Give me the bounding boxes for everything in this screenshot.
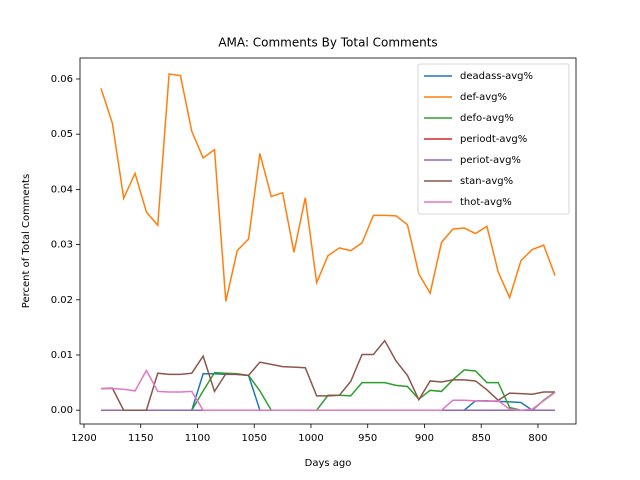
legend-label: thot-avg% [460,197,512,208]
x-tick-label: 1100 [185,433,210,444]
legend-label: periot-avg% [460,155,521,166]
y-tick-label: 0.06 [51,74,73,85]
y-tick-label: 0.01 [51,350,73,361]
y-tick-label: 0.00 [51,405,73,416]
x-tick-label: 850 [472,433,491,444]
x-tick-label: 1050 [241,433,266,444]
x-tick-label: 1200 [71,433,96,444]
series-line [100,73,556,302]
series-line [100,339,556,411]
y-tick-label: 0.04 [51,184,73,195]
legend-label: defo-avg% [460,113,514,124]
x-axis-label: Days ago [305,458,352,469]
y-tick-label: 0.03 [51,240,73,251]
y-tick-label: 0.02 [51,295,73,306]
x-tick-label: 900 [415,433,434,444]
plot-frame [79,57,577,425]
y-tick-label: 0.05 [51,129,73,140]
x-tick-label: 1150 [128,433,153,444]
legend-label: def-avg% [460,92,507,103]
y-axis-label: Percent of Total Comments [21,174,32,308]
legend-box [417,63,570,215]
legend-label: periodt-avg% [460,134,527,145]
series-line [100,368,556,411]
x-tick-label: 1000 [298,433,323,444]
legend-label: stan-avg% [460,176,513,187]
x-tick-label: 950 [358,433,377,444]
x-tick-label: 800 [528,433,547,444]
legend-label: deadass-avg% [460,71,533,82]
chart-title: AMA: Comments By Total Comments [218,36,437,50]
